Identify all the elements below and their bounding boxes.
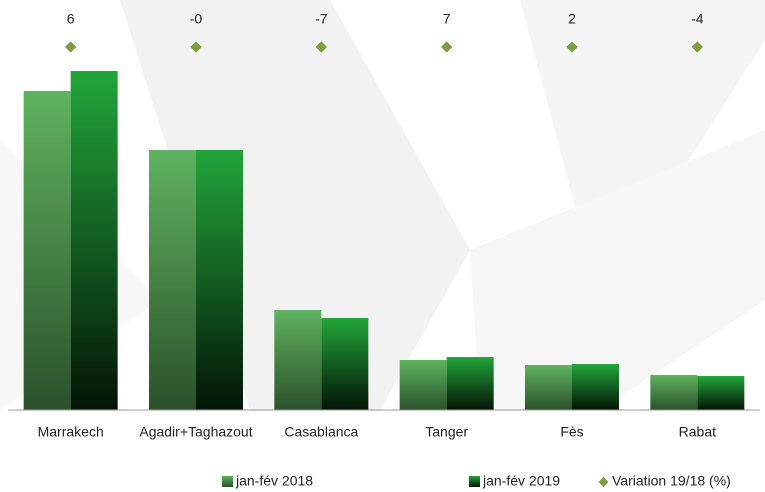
- variation-marker: [315, 41, 327, 53]
- x-tick-label: Rabat: [679, 424, 716, 440]
- x-tick-label: Marrakech: [38, 424, 104, 440]
- x-tick-label: Agadir+Taghazout: [139, 424, 252, 440]
- variation-label: 7: [443, 11, 451, 27]
- bar: [697, 376, 745, 410]
- x-tick-label: Tanger: [425, 424, 468, 440]
- legend-swatch: [469, 476, 480, 487]
- bar: [274, 310, 322, 410]
- legend-label: jan-fév 2019: [482, 473, 560, 489]
- variation-label: 6: [67, 11, 75, 27]
- variation-marker: [65, 41, 77, 53]
- variation-marker: [566, 41, 578, 53]
- variation-label: -0: [190, 11, 203, 27]
- variation-label: 2: [568, 11, 576, 27]
- bar: [525, 365, 572, 410]
- bar: [446, 357, 494, 410]
- bar: [572, 364, 619, 410]
- x-tick-label: Casablanca: [284, 424, 358, 440]
- bar: [70, 71, 118, 410]
- bar: [149, 150, 196, 410]
- bar: [399, 360, 447, 410]
- x-tick-label: Fès: [560, 424, 583, 440]
- variation-label: -7: [315, 11, 328, 27]
- legend-label: Variation 19/18 (%): [612, 473, 731, 489]
- legend-label: jan-fév 2018: [235, 473, 313, 489]
- legend-swatch: [222, 476, 233, 487]
- variation-label: -4: [691, 11, 704, 27]
- bar: [196, 150, 243, 410]
- legend-swatch: [598, 477, 609, 487]
- variation-marker: [691, 41, 703, 53]
- bar: [650, 375, 698, 410]
- bar: [23, 91, 71, 410]
- variation-marker: [190, 41, 202, 53]
- bar: [321, 318, 369, 410]
- variation-marker: [441, 41, 453, 53]
